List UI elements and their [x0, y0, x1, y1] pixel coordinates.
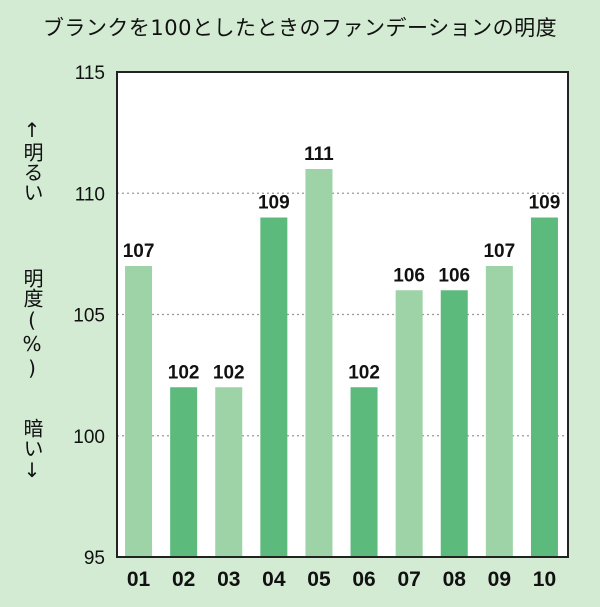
data-label-03: 102 [213, 362, 245, 383]
y-tick-label-115: 115 [75, 63, 105, 84]
x-tick-label-10: 10 [533, 568, 556, 591]
bar-07 [395, 290, 423, 557]
y-axis-label-dark: 暗い↓ [20, 418, 44, 482]
x-tick-label-07: 07 [397, 568, 420, 591]
y-tick-label-105: 105 [73, 306, 105, 327]
y-axis-label-bright: ↑明るい [20, 118, 44, 202]
x-tick-label-05: 05 [307, 568, 331, 591]
bar-03 [215, 387, 243, 557]
x-tick-label-09: 09 [488, 568, 511, 591]
y-axis-label: 明度(%) [20, 268, 44, 380]
y-tick-label-110: 110 [75, 184, 105, 205]
x-tick-label-08: 08 [443, 568, 467, 591]
plot-frame [116, 71, 569, 558]
bar-06 [350, 387, 378, 557]
x-tick-label-03: 03 [217, 568, 240, 591]
bar-09 [485, 266, 513, 557]
data-label-01: 107 [123, 241, 155, 262]
data-label-09: 107 [483, 241, 515, 262]
x-tick-label-02: 02 [172, 568, 195, 591]
data-label-10: 109 [529, 193, 561, 214]
bar-05 [305, 169, 333, 557]
y-tick-label-100: 100 [73, 427, 105, 448]
data-label-05: 111 [304, 144, 334, 165]
chart-title: ブランクを100としたときのファンデーションの明度 [42, 16, 558, 40]
bar-04 [260, 217, 288, 557]
bar-01 [125, 266, 153, 557]
data-label-08: 106 [438, 265, 470, 286]
bar-02 [170, 387, 198, 557]
data-label-07: 106 [393, 265, 425, 286]
x-tick-label-06: 06 [352, 568, 375, 591]
x-tick-label-04: 04 [262, 568, 286, 591]
bar-10 [530, 217, 558, 557]
data-label-06: 102 [348, 362, 380, 383]
data-label-02: 102 [168, 362, 200, 383]
data-label-04: 109 [258, 193, 290, 214]
x-tick-label-01: 01 [127, 568, 151, 591]
y-tick-label-95: 95 [84, 548, 105, 569]
bar-08 [440, 290, 468, 557]
